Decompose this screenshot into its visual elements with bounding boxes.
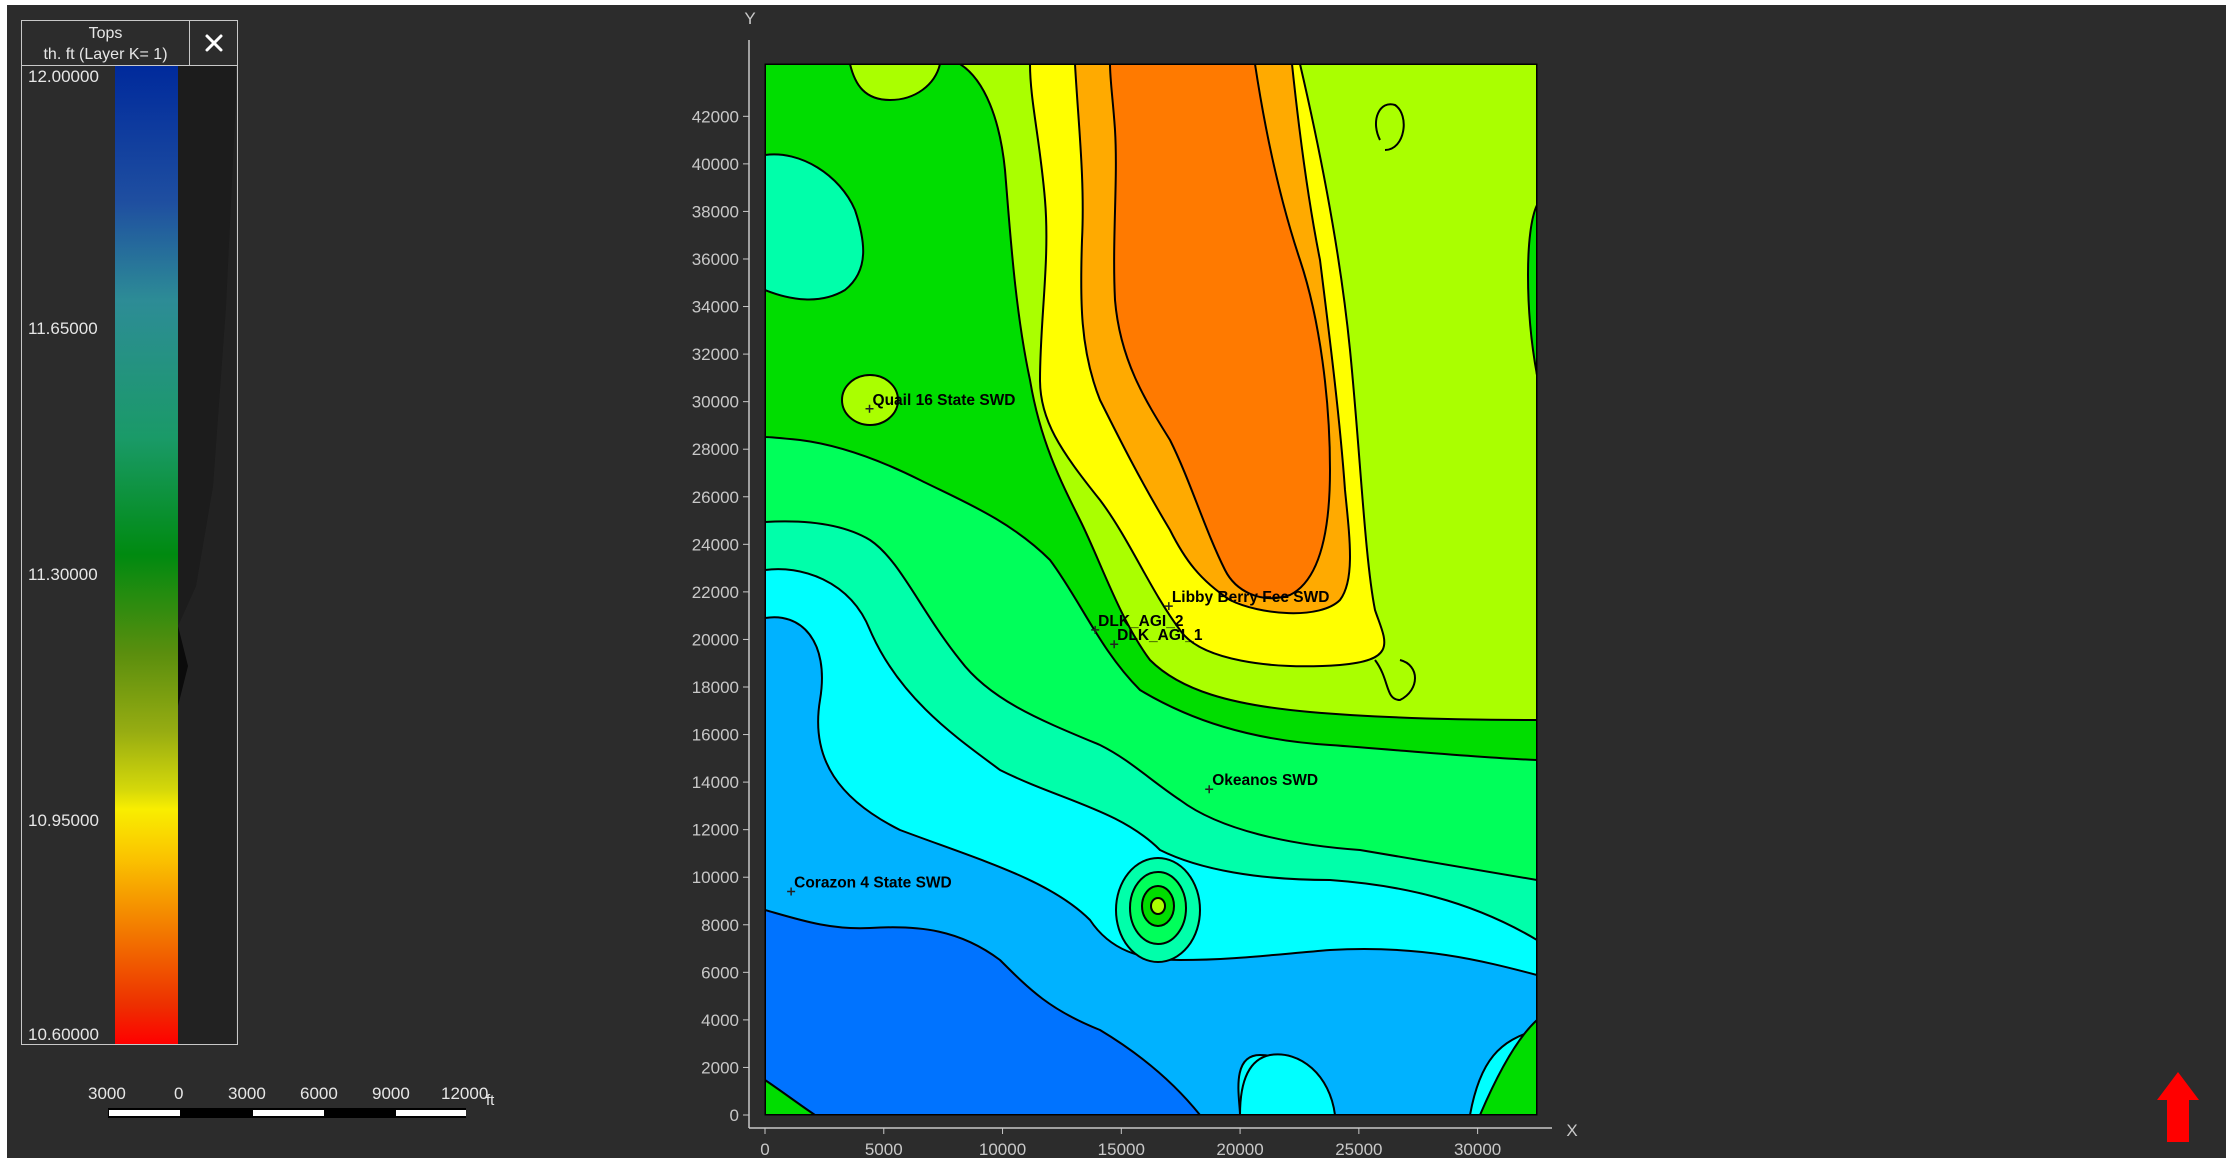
- x-tick-label: 25000: [1335, 1140, 1382, 1158]
- contour-band-mint-pocket: [765, 153, 865, 301]
- x-axis-ticks: 0 5000 10000 15000 20000 25000 30000: [760, 1128, 1501, 1158]
- scale-label: 12000: [441, 1084, 489, 1103]
- contour-closure-quail: [841, 374, 899, 426]
- y-tick-label: 20000: [692, 630, 739, 649]
- axes: [748, 40, 1552, 1129]
- y-tick-label: 40000: [692, 155, 739, 174]
- y-tick-label: 36000: [692, 250, 739, 269]
- scale-bar: 3000 0 3000 6000 9000 12000 ft: [75, 1070, 515, 1120]
- scale-unit: ft: [486, 1092, 495, 1109]
- contour-line: [1374, 659, 1416, 701]
- well-markers: Quail 16 State SWD Libby Berry Fee SWD DLK…: [787, 392, 1329, 896]
- well-label: Libby Berry Fee SWD: [1172, 589, 1330, 606]
- well-marker: [787, 887, 796, 896]
- legend-tick: 10.95000: [28, 811, 99, 830]
- color-legend: Tops th. ft (Layer K= 1) 12.00000 11.650…: [21, 20, 238, 1045]
- well-label: DLK_AGI_1: [1117, 627, 1203, 644]
- well-label: Corazon 4 State SWD: [794, 874, 952, 891]
- y-tick-label: 6000: [701, 963, 739, 982]
- contour-band-green-right: [1527, 204, 1537, 376]
- scale-label: 9000: [372, 1084, 410, 1103]
- y-tick-label: 34000: [692, 298, 739, 317]
- y-tick-label: 12000: [692, 821, 739, 840]
- contour-band-cyan-bottom: [1239, 1053, 1336, 1115]
- legend-tick: 10.60000: [28, 1025, 99, 1044]
- well-label: Quail 16 State SWD: [873, 392, 1016, 409]
- x-tick-label: 0: [760, 1140, 769, 1158]
- x-axis-label: X: [1566, 1121, 1577, 1140]
- legend-header: Tops th. ft (Layer K= 1): [22, 21, 190, 66]
- y-tick-label: 2000: [701, 1058, 739, 1077]
- y-tick-label: 18000: [692, 678, 739, 697]
- legend-subtitle: th. ft (Layer K= 1): [43, 46, 168, 63]
- scale-label: 0: [174, 1084, 184, 1103]
- x-tick-label: 5000: [865, 1140, 903, 1158]
- scale-label: 6000: [300, 1084, 338, 1103]
- y-tick-label: 10000: [692, 868, 739, 887]
- y-tick-label: 24000: [692, 535, 739, 554]
- well-marker: [1205, 785, 1214, 794]
- well-marker: [865, 404, 874, 413]
- legend-tick: 12.00000: [28, 67, 99, 86]
- y-tick-label: 42000: [692, 107, 739, 126]
- x-tick-label: 30000: [1454, 1140, 1501, 1158]
- close-icon: [205, 34, 223, 52]
- legend-tick: 11.30000: [28, 565, 98, 584]
- y-tick-label: 14000: [692, 773, 739, 792]
- x-tick-label: 20000: [1216, 1140, 1263, 1158]
- y-tick-label: 8000: [701, 916, 739, 935]
- contour-band-blue: [765, 909, 1201, 1115]
- y-tick-label: 28000: [692, 440, 739, 459]
- y-tick-label: 26000: [692, 488, 739, 507]
- y-tick-label: 38000: [692, 202, 739, 221]
- y-tick-label: 4000: [701, 1011, 739, 1030]
- legend-histogram: [178, 66, 236, 1044]
- north-arrow-icon: [2157, 1072, 2199, 1142]
- legend-colorbar: [115, 66, 178, 1044]
- contour-band-orange: [1109, 64, 1331, 600]
- legend-close-button[interactable]: [190, 21, 238, 66]
- well-marker: [1164, 602, 1173, 611]
- y-axis-ticks: 0 2000 4000 6000 8000 10000 12000 14000 16000 180…: [692, 107, 749, 1125]
- y-tick-label: 32000: [692, 345, 739, 364]
- y-tick-label: 22000: [692, 583, 739, 602]
- legend-tick: 11.65000: [28, 319, 98, 338]
- x-tick-label: 15000: [1098, 1140, 1145, 1158]
- y-tick-label: 0: [730, 1106, 739, 1125]
- well-marker: [1091, 625, 1100, 634]
- contour-line: [1375, 103, 1405, 151]
- well-marker: [1110, 640, 1119, 649]
- y-axis-label: Y: [744, 9, 755, 28]
- y-tick-label: 30000: [692, 393, 739, 412]
- scale-label: 3000: [88, 1084, 126, 1103]
- legend-body: 12.00000 11.65000 11.30000 10.95000 10.6…: [22, 66, 237, 1044]
- scale-bar-graphic: [108, 1108, 466, 1118]
- x-tick-label: 10000: [979, 1140, 1026, 1158]
- scale-label: 3000: [228, 1084, 266, 1103]
- y-tick-label: 16000: [692, 726, 739, 745]
- contour-band-yellowgreen-pocket: [849, 64, 941, 101]
- well-label: Okeanos SWD: [1212, 772, 1318, 789]
- legend-title: Tops: [88, 25, 123, 42]
- contour-closure-core: [1150, 897, 1166, 915]
- contour-band-green-corner-left: [765, 1079, 816, 1115]
- well-label: DLK_AGI_2: [1098, 613, 1183, 630]
